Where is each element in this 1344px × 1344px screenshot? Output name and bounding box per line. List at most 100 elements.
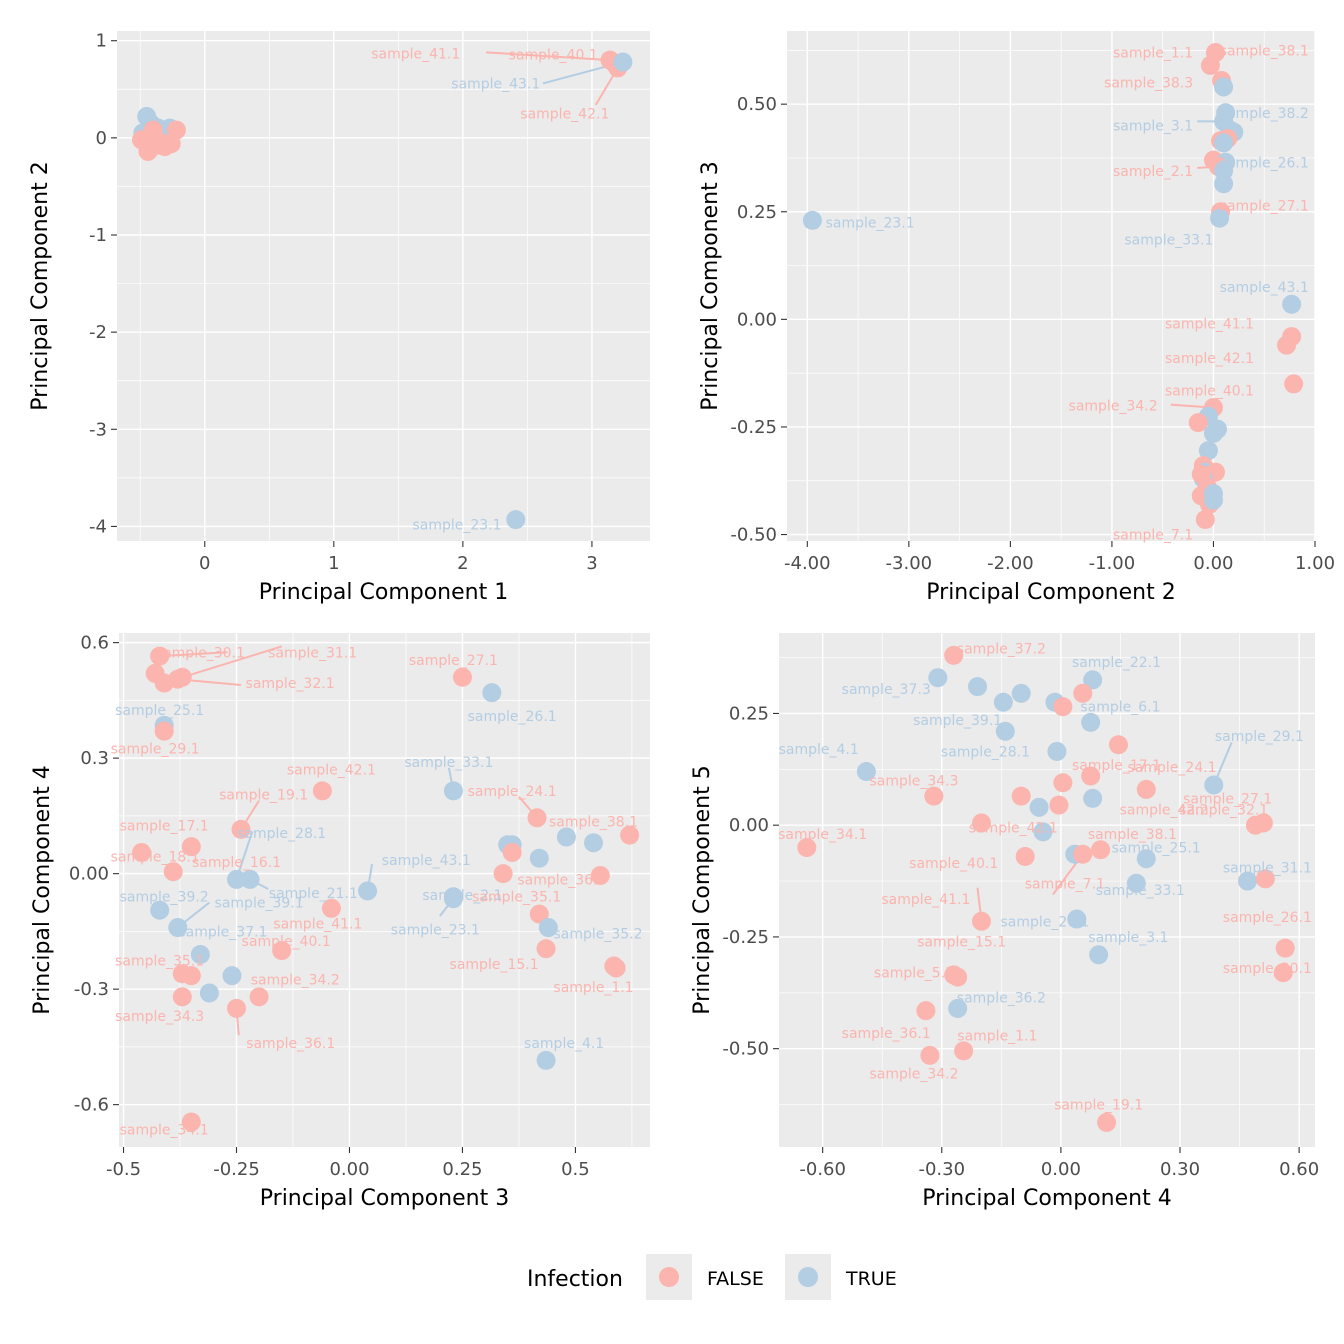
point-label: sample_19.1 xyxy=(219,788,308,804)
point-label: sample_31.1 xyxy=(1223,861,1312,877)
point-infected xyxy=(1210,208,1230,228)
point-not-infected xyxy=(166,120,186,140)
y-tick-label: 0.50 xyxy=(737,94,777,115)
point-infected xyxy=(190,944,210,964)
point-infected xyxy=(995,721,1015,741)
point-label: sample_42.1 xyxy=(969,820,1058,836)
point-not-infected xyxy=(1136,779,1156,799)
x-tick-label: -0.30 xyxy=(918,1159,965,1180)
point-infected xyxy=(1067,909,1087,929)
point-label: sample_2.1 xyxy=(422,888,502,904)
point-infected xyxy=(1083,788,1103,808)
y-tick-label: 0.3 xyxy=(80,748,109,769)
x-tick-label: 0.60 xyxy=(1279,1159,1319,1180)
y-axis-title: Principal Component 4 xyxy=(30,765,55,1014)
point-label: sample_15.1 xyxy=(917,934,1006,950)
legend-marker-false xyxy=(659,1267,679,1287)
point-not-infected xyxy=(944,645,964,665)
point-not-infected xyxy=(163,862,183,882)
point-label: sample_7.1 xyxy=(1025,876,1105,892)
point-label: sample_28.1 xyxy=(941,744,1030,760)
point-label: sample_15.1 xyxy=(450,957,539,973)
point-infected xyxy=(506,510,526,530)
point-not-infected xyxy=(1097,1112,1117,1132)
point-not-infected xyxy=(1273,963,1293,983)
point-not-infected xyxy=(168,669,188,689)
x-tick-label: 3 xyxy=(586,553,597,574)
point-not-infected xyxy=(536,939,556,959)
panel-pc1-pc2: 0 1 2 3 1 0 -1 -2 -3 -4 Principal Component 1 Princ… xyxy=(28,31,650,605)
point-not-infected xyxy=(321,898,341,918)
point-infected xyxy=(168,918,188,938)
point-label: sample_29.1 xyxy=(1215,729,1304,745)
point-label: sample_1.1 xyxy=(957,1028,1037,1044)
point-label: sample_40.1 xyxy=(242,934,331,950)
legend-label-true: TRUE xyxy=(845,1268,897,1290)
point-not-infected xyxy=(797,838,817,858)
point-label: sample_34.2 xyxy=(251,973,340,989)
x-tick-label: 1 xyxy=(328,553,339,574)
point-infected xyxy=(240,869,260,889)
x-tick-label: -2.00 xyxy=(987,553,1034,574)
point-not-infected xyxy=(181,1112,201,1132)
x-axis-title: Principal Component 3 xyxy=(260,1186,509,1211)
point-infected xyxy=(1047,741,1067,761)
x-tick-label: -3.00 xyxy=(886,553,933,574)
point-label: sample_33.1 xyxy=(1096,883,1185,899)
point-not-infected xyxy=(1053,697,1073,717)
point-not-infected xyxy=(529,904,549,924)
x-tick-label: 0.00 xyxy=(1041,1159,1081,1180)
point-label: sample_20.1 xyxy=(1000,914,1089,930)
label-connector xyxy=(181,645,282,679)
point-label: sample_38.1 xyxy=(1088,827,1177,843)
point-label: sample_36.3 xyxy=(517,872,606,888)
point-not-infected xyxy=(1255,869,1275,889)
y-tick-label: -4 xyxy=(89,516,107,537)
x-axis-title: Principal Component 1 xyxy=(259,580,508,605)
point-label: sample_2.1 xyxy=(1113,164,1193,180)
point-label: sample_26.1 xyxy=(1223,910,1312,926)
point-label: sample_34.1 xyxy=(778,827,867,843)
point-infected xyxy=(1029,797,1049,817)
y-tick-label: -0.3 xyxy=(74,979,109,1000)
point-label: sample_23.1 xyxy=(413,517,502,533)
point-label: sample_40.1 xyxy=(1165,383,1254,399)
y-tick-label: -0.25 xyxy=(730,417,777,438)
point-not-infected xyxy=(150,646,170,666)
point-not-infected xyxy=(502,842,522,862)
point-infected xyxy=(1214,133,1234,153)
x-tick-label: 1.00 xyxy=(1295,553,1335,574)
point-infected xyxy=(993,692,1013,712)
point-label: sample_3.1 xyxy=(1088,930,1168,946)
panel-pc4-pc5: -0.60 -0.30 0.00 0.30 0.60 0.25 0.00 -0.25 -0.50… xyxy=(690,633,1319,1211)
point-infected xyxy=(1136,849,1156,869)
point-not-infected xyxy=(1108,735,1128,755)
point-label: sample_41.1 xyxy=(371,46,460,62)
x-tick-label: 2 xyxy=(457,553,468,574)
point-not-infected xyxy=(606,958,626,978)
point-infected xyxy=(482,683,502,703)
point-label: sample_23.1 xyxy=(391,922,480,938)
point-not-infected xyxy=(143,120,163,140)
legend-title: Infection xyxy=(527,1267,623,1292)
point-infected xyxy=(1203,490,1223,510)
point-infected xyxy=(443,781,463,801)
point-label: sample_39.2 xyxy=(120,890,209,906)
point-not-infected xyxy=(948,967,968,987)
point-infected xyxy=(538,918,558,938)
point-label: sample_30.1 xyxy=(1223,961,1312,977)
y-tick-label: 0.00 xyxy=(729,815,769,836)
point-label: sample_38.3 xyxy=(1104,76,1193,92)
point-label: sample_35.2 xyxy=(553,926,642,942)
point-label: sample_41.1 xyxy=(881,892,970,908)
point-infected xyxy=(1083,670,1103,690)
point-infected xyxy=(1011,683,1031,703)
point-not-infected xyxy=(493,864,513,884)
point-label: sample_1.1 xyxy=(553,980,633,996)
point-not-infected xyxy=(1275,938,1295,958)
point-label: sample_4.1 xyxy=(524,1036,604,1052)
point-label: sample_27.1 xyxy=(1220,198,1309,214)
point-label: sample_43.1 xyxy=(382,853,471,869)
point-infected xyxy=(556,827,576,847)
